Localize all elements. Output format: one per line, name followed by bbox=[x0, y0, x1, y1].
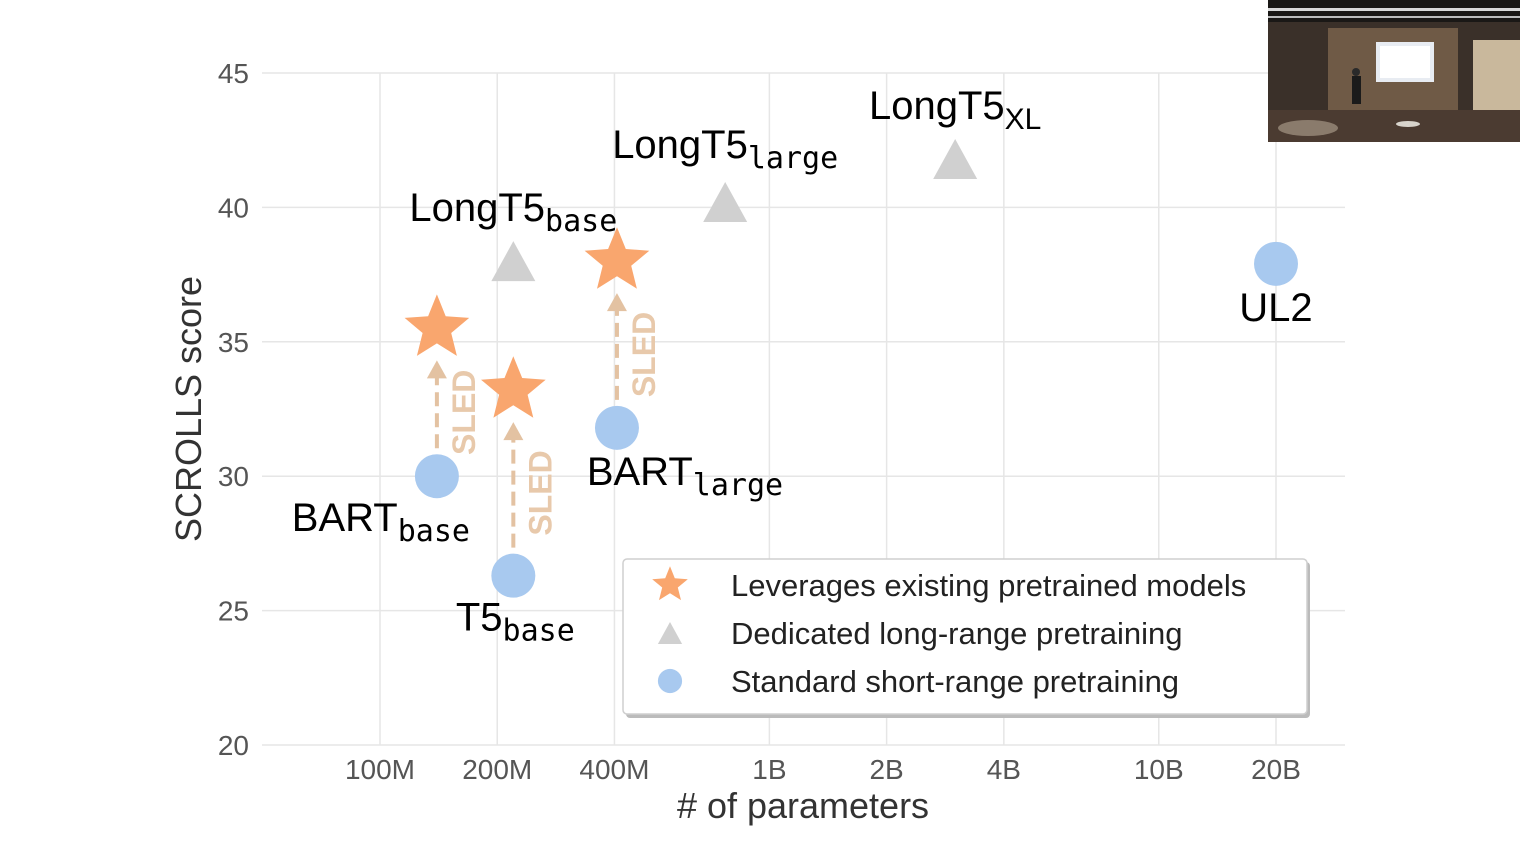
sled-label: SLED bbox=[626, 312, 662, 397]
x-axis-title: # of parameters bbox=[677, 785, 929, 826]
x-tick-label: 2B bbox=[869, 754, 903, 785]
legend-entry-label: Dedicated long-range pretraining bbox=[731, 616, 1183, 651]
legend-entry-label: Leverages existing pretrained models bbox=[731, 568, 1246, 603]
y-tick-label: 30 bbox=[218, 461, 249, 492]
x-tick-label: 10B bbox=[1134, 754, 1184, 785]
point-label: BARTlarge bbox=[587, 450, 783, 503]
point-label: UL2 bbox=[1239, 286, 1312, 330]
legend: Leverages existing pretrained models Dedi… bbox=[622, 558, 1310, 718]
circle-marker bbox=[594, 405, 639, 450]
circle-marker bbox=[491, 553, 536, 598]
legend-entry-label: Standard short-range pretraining bbox=[731, 664, 1179, 699]
y-axis-title: SCROLLS score bbox=[168, 276, 209, 542]
y-tick-label: 40 bbox=[218, 192, 249, 223]
sled-arrow-head bbox=[426, 360, 447, 379]
x-tick-label: 100M bbox=[345, 754, 415, 785]
y-tick-label: 45 bbox=[218, 58, 249, 89]
triangle-marker bbox=[933, 139, 978, 180]
circle-marker bbox=[1254, 241, 1298, 286]
point-label: LongT5base bbox=[409, 186, 617, 239]
y-tick-label: 20 bbox=[218, 730, 249, 761]
sled-arrows: SLED SLED SLED bbox=[426, 293, 662, 548]
point-label: LongT5XL bbox=[869, 84, 1041, 136]
star-marker bbox=[584, 227, 650, 289]
star-marker bbox=[404, 294, 470, 356]
x-tick-label: 20B bbox=[1251, 754, 1301, 785]
x-tick-label: 200M bbox=[462, 754, 532, 785]
x-tick-label: 1B bbox=[752, 754, 786, 785]
legend-triangle-marker bbox=[657, 622, 683, 644]
legend-circle-marker bbox=[657, 668, 683, 694]
point-label: BARTbase bbox=[292, 496, 470, 549]
x-tick-label: 4B bbox=[987, 754, 1021, 785]
sled-arrow-head bbox=[503, 422, 524, 441]
sled-arrow-head bbox=[606, 293, 627, 312]
y-tick-label: 35 bbox=[218, 327, 249, 358]
sled-label: SLED bbox=[446, 370, 482, 455]
y-tick-label: 25 bbox=[218, 596, 249, 627]
y-ticks: 20 25 30 35 40 45 bbox=[218, 58, 249, 761]
triangle-marker bbox=[491, 241, 536, 282]
point-labels: LongT5base LongT5large LongT5XL BARTbase T5b… bbox=[292, 84, 1313, 649]
speaker-video-thumbnail bbox=[1268, 0, 1520, 142]
legend-star-marker bbox=[652, 566, 688, 601]
legend-box bbox=[622, 558, 1308, 715]
star-marker bbox=[481, 356, 546, 418]
x-tick-label: 400M bbox=[579, 754, 649, 785]
circle-marker bbox=[414, 454, 459, 499]
point-label: LongT5large bbox=[612, 123, 838, 176]
data-points bbox=[404, 139, 1298, 598]
sled-label: SLED bbox=[522, 450, 558, 535]
point-label: T5base bbox=[456, 596, 575, 649]
triangle-marker bbox=[703, 182, 748, 223]
x-ticks: 100M 200M 400M 1B 2B 4B 10B 20B bbox=[345, 754, 1301, 785]
